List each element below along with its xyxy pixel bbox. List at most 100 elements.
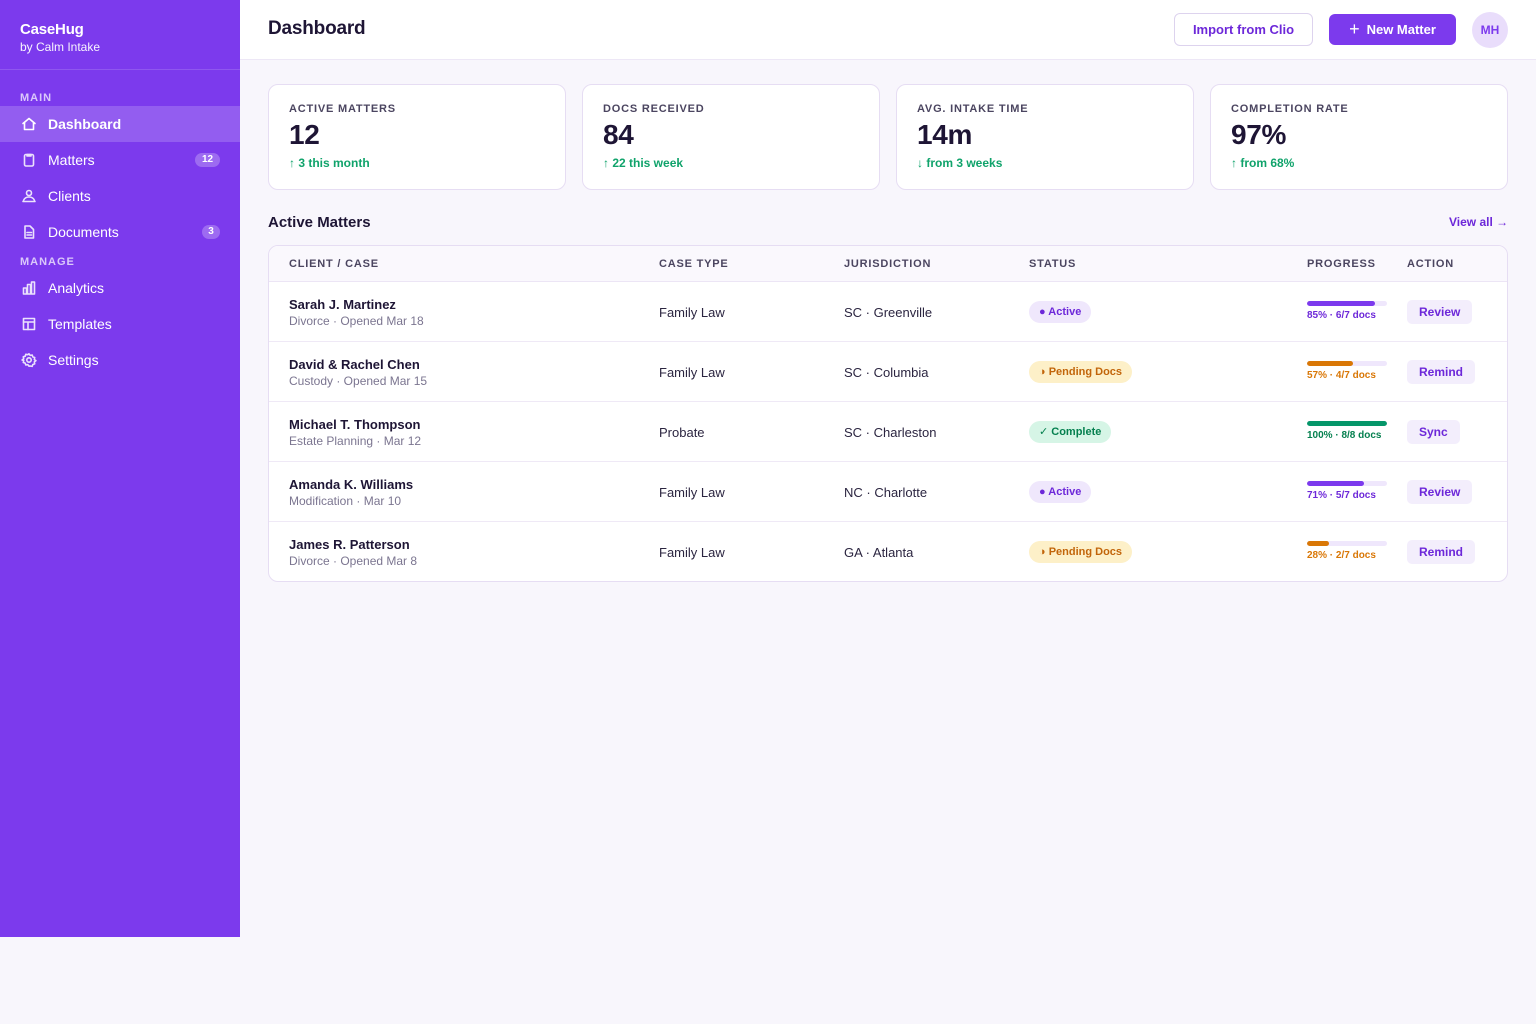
status-badge: ◑ Pending Docs (1029, 361, 1133, 383)
matters-table: CLIENT / CASE CASE TYPE JURISDICTION STA… (268, 245, 1508, 582)
jurisdiction: NC · Charlotte (844, 485, 928, 500)
case-type: Family Law (659, 365, 725, 380)
file-icon (20, 223, 38, 241)
gear-icon (20, 351, 38, 369)
bar-chart-icon (20, 279, 38, 297)
stat-delta: ↓ from 3 weeks (917, 156, 1003, 170)
users-icon (20, 187, 38, 205)
sidebar-item-settings[interactable]: Settings (0, 342, 240, 378)
row-action-button[interactable]: Review (1407, 480, 1473, 504)
case-subtitle: Divorce · Opened Mar 8 (289, 554, 418, 568)
stat-value: 84 (603, 119, 634, 150)
row-action-button[interactable]: Remind (1407, 540, 1476, 564)
progress-label: 57% · 4/7 docs (1307, 370, 1376, 381)
sidebar-item-label: Documents (48, 224, 119, 240)
jurisdiction: SC · Charleston (844, 425, 937, 440)
row-action-button[interactable]: Review (1407, 300, 1473, 324)
sidebar-item-label: Settings (48, 352, 99, 368)
sidebar-item-clients[interactable]: Clients (0, 178, 240, 214)
section-title-active-matters: Active Matters (268, 214, 371, 231)
progress-label: 28% · 2/7 docs (1307, 550, 1376, 561)
column-header-action: ACTION (1407, 258, 1454, 270)
progress-indicator: 57% · 4/7 docs (1307, 361, 1389, 381)
client-name[interactable]: Michael T. Thompson (289, 417, 421, 432)
home-icon (20, 115, 38, 133)
new-matter-button[interactable]: + New Matter (1329, 14, 1456, 45)
case-type: Family Law (659, 545, 725, 560)
progress-indicator: 85% · 6/7 docs (1307, 301, 1389, 321)
table-row[interactable]: James R. Patterson Divorce · Opened Mar 8… (269, 522, 1507, 581)
stat-value: 97% (1231, 119, 1287, 150)
clipboard-icon (20, 151, 38, 169)
table-row[interactable]: David & Rachel Chen Custody · Opened Mar … (269, 342, 1507, 402)
progress-track (1307, 301, 1387, 306)
progress-track (1307, 361, 1387, 366)
view-all-link[interactable]: View all → (1449, 215, 1509, 229)
sidebar-item-dashboard[interactable]: Dashboard (0, 106, 240, 142)
app-name: CaseHug (20, 21, 84, 38)
case-subtitle: Modification · Mar 10 (289, 494, 402, 508)
case-type: Family Law (659, 305, 725, 320)
nav-section-manage: MANAGE (20, 256, 75, 268)
status-badge: ◑ Pending Docs (1029, 541, 1133, 563)
case-type: Family Law (659, 485, 725, 500)
nav-section-main: MAIN (20, 92, 53, 104)
sidebar: CaseHug by Calm Intake MAIN Dashboard Ma… (0, 0, 240, 937)
client-name[interactable]: Amanda K. Williams (289, 477, 414, 492)
table-row[interactable]: Michael T. Thompson Estate Planning · Mar… (269, 402, 1507, 462)
new-matter-label: New Matter (1366, 22, 1436, 37)
row-action-button[interactable]: Sync (1407, 420, 1460, 444)
sidebar-item-label: Clients (48, 188, 91, 204)
sidebar-item-matters[interactable]: Matters 12 (0, 142, 240, 178)
stat-label: AVG. INTAKE TIME (917, 103, 1029, 115)
sidebar-item-templates[interactable]: Templates (0, 306, 240, 342)
row-action-button[interactable]: Remind (1407, 360, 1476, 384)
matters-count-badge: 12 (195, 153, 220, 167)
case-subtitle: Estate Planning · Mar 12 (289, 434, 422, 448)
progress-track (1307, 481, 1387, 486)
brand: CaseHug by Calm Intake (0, 0, 240, 70)
import-from-clio-button[interactable]: Import from Clio (1174, 13, 1313, 46)
app-tagline: by Calm Intake (20, 40, 101, 54)
sidebar-item-label: Templates (48, 316, 112, 332)
status-badge: ✓ Complete (1029, 421, 1112, 443)
stat-card-avg-intake-time: AVG. INTAKE TIME 14m ↓ from 3 weeks (896, 84, 1194, 190)
avatar[interactable]: MH (1472, 12, 1508, 48)
column-header-status[interactable]: STATUS (1029, 258, 1077, 270)
progress-track (1307, 541, 1387, 546)
table-header: CLIENT / CASE CASE TYPE JURISDICTION STA… (269, 246, 1507, 282)
column-header-case-type[interactable]: CASE TYPE (659, 258, 729, 270)
case-subtitle: Custody · Opened Mar 15 (289, 374, 428, 388)
progress-indicator: 71% · 5/7 docs (1307, 481, 1389, 501)
jurisdiction: SC · Greenville (844, 305, 933, 320)
stat-value: 12 (289, 119, 320, 150)
case-subtitle: Divorce · Opened Mar 18 (289, 314, 424, 328)
sidebar-item-analytics[interactable]: Analytics (0, 270, 240, 306)
progress-label: 71% · 5/7 docs (1307, 490, 1376, 501)
client-name[interactable]: David & Rachel Chen (289, 357, 420, 372)
stat-label: ACTIVE MATTERS (289, 103, 396, 115)
progress-indicator: 100% · 8/8 docs (1307, 421, 1389, 441)
column-header-client[interactable]: CLIENT / CASE (289, 258, 379, 270)
progress-label: 100% · 8/8 docs (1307, 430, 1382, 441)
page-title: Dashboard (268, 18, 366, 39)
table-row[interactable]: Sarah J. Martinez Divorce · Opened Mar 18… (269, 282, 1507, 342)
stat-card-docs-received: DOCS RECEIVED 84 ↑ 22 this week (582, 84, 880, 190)
sidebar-item-documents[interactable]: Documents 3 (0, 214, 240, 250)
plus-icon: + (1349, 18, 1360, 39)
progress-indicator: 28% · 2/7 docs (1307, 541, 1389, 561)
progress-fill (1307, 361, 1353, 366)
progress-fill (1307, 421, 1387, 426)
progress-fill (1307, 301, 1375, 306)
stat-delta: ↑ 22 this week (603, 156, 684, 170)
client-name[interactable]: Sarah J. Martinez (289, 297, 396, 312)
layout-icon (20, 315, 38, 333)
table-row[interactable]: Amanda K. Williams Modification · Mar 10 F… (269, 462, 1507, 522)
stat-delta: ↑ 3 this month (289, 156, 370, 170)
top-bar: Dashboard Import from Clio + New Matter … (240, 0, 1536, 60)
progress-fill (1307, 481, 1364, 486)
column-header-progress[interactable]: PROGRESS (1307, 258, 1376, 270)
column-header-jurisdiction[interactable]: JURISDICTION (844, 258, 932, 270)
progress-fill (1307, 541, 1330, 546)
client-name[interactable]: James R. Patterson (289, 537, 410, 552)
